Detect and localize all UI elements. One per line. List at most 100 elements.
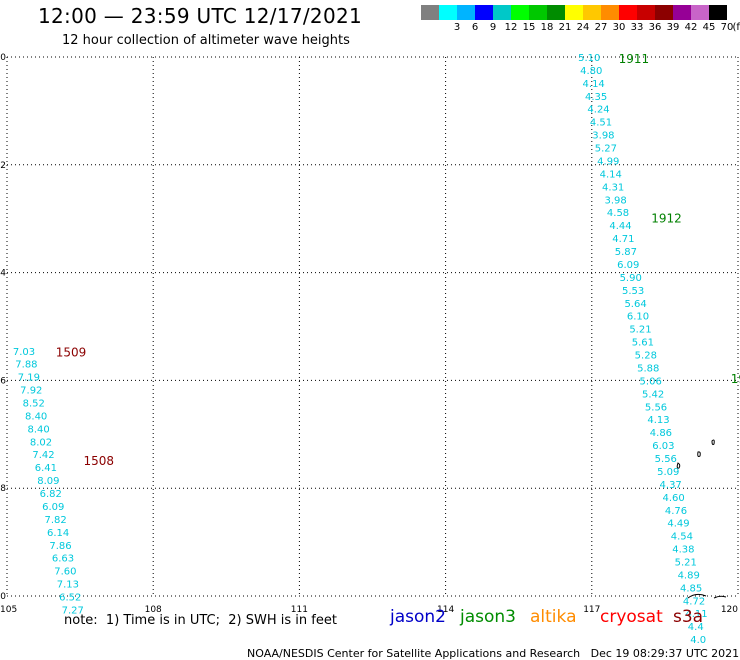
longitude-tick-label: 108 xyxy=(145,605,162,615)
wave-height-value: 4.49 xyxy=(667,519,689,530)
color-scale-label: 39 xyxy=(666,22,680,33)
latitude-tick-label: 20 xyxy=(0,592,6,602)
longitude-tick-label: 111 xyxy=(291,605,308,615)
color-scale-swatch xyxy=(565,5,583,20)
wave-height-value: 6.63 xyxy=(52,554,74,565)
wave-height-value: 5.61 xyxy=(632,338,654,349)
wave-height-value: 4.60 xyxy=(662,493,684,504)
wave-height-value: 4.54 xyxy=(671,532,693,543)
map-title: 12:00 — 23:59 UTC 12/17/2021 xyxy=(38,4,363,28)
wave-height-value: 4. xyxy=(693,648,703,650)
longitude-tick-label: 117 xyxy=(583,605,600,615)
color-scale-swatch xyxy=(619,5,637,20)
wave-height-value: 8.40 xyxy=(25,411,47,422)
island-outline xyxy=(676,462,681,469)
color-scale-swatch xyxy=(439,5,457,20)
wave-height-value: 7.88 xyxy=(15,360,37,371)
wave-height-value: 7.13 xyxy=(57,580,79,591)
wave-height-value: 8.02 xyxy=(30,437,52,448)
wave-height-value: 6.09 xyxy=(617,260,639,271)
legend-altika: altika xyxy=(530,607,577,627)
map-subtitle: 12 hour collection of altimeter wave hei… xyxy=(62,33,350,48)
wave-height-value: 7.19 xyxy=(18,373,40,384)
wave-height-value: 4.80 xyxy=(580,66,602,77)
island-outline xyxy=(697,451,701,457)
wave-height-value: 3.98 xyxy=(604,195,626,206)
color-scale-swatch xyxy=(421,5,439,20)
wave-height-value: 4.89 xyxy=(678,570,700,581)
color-scale-swatch xyxy=(547,5,565,20)
color-scale-swatch xyxy=(637,5,655,20)
legend-jason3: jason3 xyxy=(460,607,516,627)
color-scale-swatch xyxy=(475,5,493,20)
color-scale-swatch xyxy=(493,5,511,20)
wave-height-value: 5.27 xyxy=(595,144,617,155)
color-scale-label: 18 xyxy=(540,22,554,33)
legend-cryosat: cryosat xyxy=(600,607,663,627)
color-scale-label: 33 xyxy=(630,22,644,33)
color-scale-label: 15 xyxy=(522,22,536,33)
legend-jason2: jason2 xyxy=(390,607,446,627)
wave-height-value: 5.87 xyxy=(615,247,637,258)
wave-height-value: 7.60 xyxy=(54,567,76,578)
color-scale-label: 27 xyxy=(594,22,608,33)
color-scale-label: 21 xyxy=(558,22,572,33)
wave-height-value: 6.09 xyxy=(42,502,64,513)
wave-height-value: 4.58 xyxy=(607,208,629,219)
wave-height-value: 4.14 xyxy=(600,169,622,180)
latitude-tick-label: 14 xyxy=(0,269,6,279)
latitude-tick-label: 16 xyxy=(0,376,6,386)
wave-height-value: 5.88 xyxy=(637,363,659,374)
color-scale-label: 36 xyxy=(648,22,662,33)
color-scale-swatch xyxy=(655,5,673,20)
wave-height-value: 6.52 xyxy=(59,593,81,604)
longitude-tick-label: 105 xyxy=(0,605,17,615)
color-scale-swatch xyxy=(529,5,547,20)
pass-id-label: 1509 xyxy=(56,345,87,359)
color-scale-label: 12 xyxy=(504,22,518,33)
color-scale-swatch xyxy=(691,5,709,20)
color-scale-label: 42 xyxy=(684,22,698,33)
coastline-segment xyxy=(687,593,727,599)
color-scale-label: 24 xyxy=(576,22,590,33)
wave-height-value: 3.98 xyxy=(592,131,614,142)
map-axis-labels: 105 108 111 114 117 120 10 12 14 16 18 20 xyxy=(0,53,738,615)
wave-height-value: 5.56 xyxy=(655,454,677,465)
color-scale-swatch xyxy=(601,5,619,20)
wave-height-value: 4.76 xyxy=(665,506,687,517)
coastline xyxy=(676,439,727,599)
color-scale-swatch xyxy=(709,5,727,20)
color-scale-label: 45 xyxy=(702,22,716,33)
color-scale-unit: (ft) xyxy=(732,22,740,33)
wave-height-value: 4.0 xyxy=(690,635,706,646)
wave-height-value: 4.14 xyxy=(583,79,605,90)
wave-height-value: 7.86 xyxy=(49,541,71,552)
track-jason3: 5.10 4.80 4.14 4.35 4.24 4.51 3.98 5.274.99 4.14… xyxy=(578,52,740,650)
wave-height-value: 7.42 xyxy=(32,450,54,461)
wave-height-value: 4.71 xyxy=(612,234,634,245)
latitude-tick-label: 10 xyxy=(0,53,6,63)
wave-height-value: 4.4 xyxy=(688,622,704,633)
longitude-tick-label: 120 xyxy=(721,605,738,615)
wave-height-value: 5.09 xyxy=(657,467,679,478)
island-outline xyxy=(711,439,715,446)
pass-id-label: 1913 xyxy=(731,372,740,386)
wave-height-value: 8.09 xyxy=(37,476,59,487)
color-scale-label: 9 xyxy=(489,22,497,33)
wave-height-value: 6.03 xyxy=(652,441,674,452)
wave-height-value: 5.21 xyxy=(675,558,697,569)
wave-height-value: 5.28 xyxy=(635,351,657,362)
color-scale-swatch xyxy=(457,5,475,20)
wave-height-value: 5.56 xyxy=(645,402,667,413)
pass-id-label: 1912 xyxy=(651,212,682,226)
track-cryosat: 7.03 7.88 7.19 7.928.52 8.40 8.40 8.02 7.42 6.41… xyxy=(13,345,114,616)
wave-height-value: 4.11 xyxy=(685,609,707,620)
pass-id-label: 1508 xyxy=(84,454,115,468)
wave-height-value: 6.41 xyxy=(35,463,57,474)
color-scale-label: 6 xyxy=(471,22,479,33)
wave-height-value: 4.72 xyxy=(683,596,705,607)
latitude-tick-label: 18 xyxy=(0,484,6,494)
wave-height-value: 6.14 xyxy=(47,528,69,539)
credit-line: NOAA/NESDIS Center for Satellite Applica… xyxy=(240,634,739,660)
